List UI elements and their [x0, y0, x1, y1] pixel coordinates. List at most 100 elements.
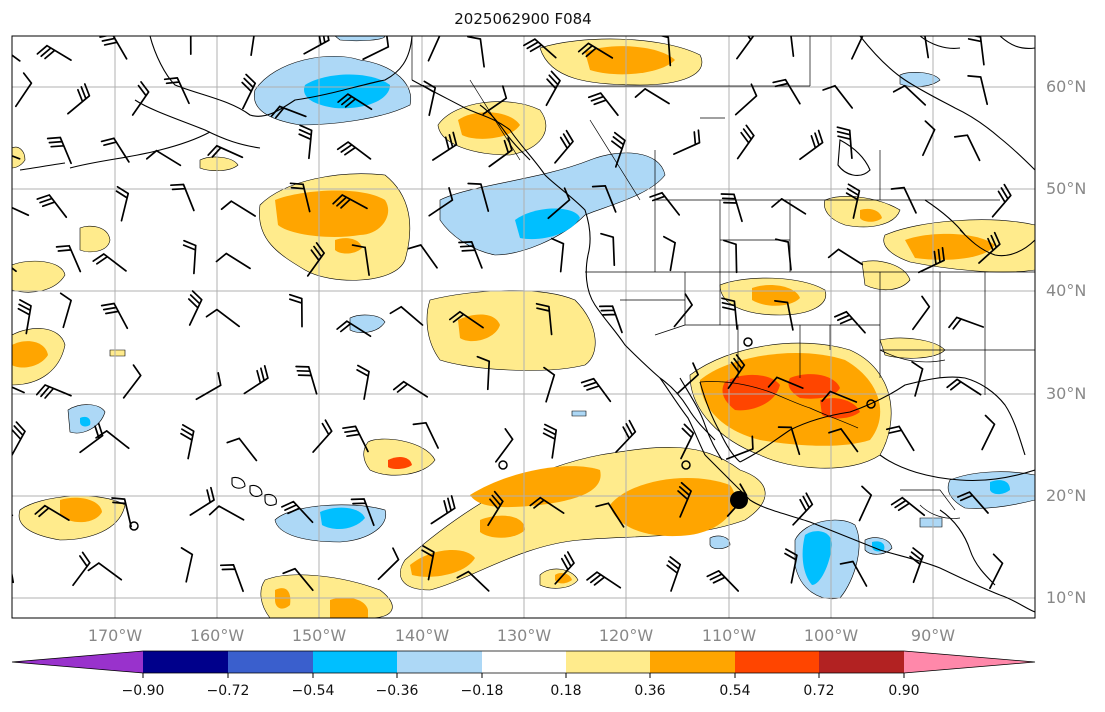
wind-barb: [845, 183, 861, 219]
colorbar-segment: [397, 651, 482, 673]
coastlines: [19, 36, 1035, 613]
wind-barb: [241, 73, 257, 110]
wind-barb: [543, 366, 556, 403]
wind-barb: [226, 437, 258, 462]
wind-barb: [421, 545, 435, 581]
wind-barb: [17, 299, 32, 335]
chart-title: 2025062900 F084: [454, 10, 592, 28]
colorbar-tick-label: 0.36: [634, 683, 666, 699]
wind-barb: [828, 428, 859, 453]
wind-barb: [922, 120, 936, 157]
wind-barb: [115, 185, 130, 222]
wind-barb: [12, 54, 21, 62]
wind-barb: [577, 42, 614, 59]
longitude-label-100w: 100°W: [803, 626, 859, 645]
wind-barb: [611, 131, 626, 168]
wind-barb: [163, 77, 190, 105]
wind-barb: [595, 502, 625, 528]
colorbar-segment: [650, 651, 735, 673]
wind-barb: [673, 129, 701, 155]
wind-barb: [288, 293, 303, 328]
wind-barb: [122, 364, 142, 399]
wind-barb: [827, 248, 864, 266]
wind-barb: [777, 426, 801, 456]
wind-barb: [36, 44, 72, 61]
wind-barb: [892, 84, 927, 106]
wind-barb: [981, 414, 996, 451]
wind-barb: [586, 571, 622, 589]
wind-barb: [774, 238, 792, 271]
colorbar-tick-label: 0.54: [719, 683, 751, 699]
longitude-label-120w: 120°W: [598, 626, 654, 645]
longitude-label-130w: 130°W: [496, 626, 552, 645]
latitude-label-50n: 50°N: [1046, 179, 1087, 198]
latitude-label-30n: 30°N: [1046, 384, 1087, 403]
wind-barb: [545, 70, 561, 107]
wind-barb: [676, 362, 699, 395]
wind-barb: [59, 292, 72, 329]
wind-barb: [948, 316, 985, 330]
colorbar-tick-label: −0.72: [206, 683, 250, 699]
wind-barb: [488, 137, 513, 168]
colorbar-extend-max: [904, 651, 1035, 673]
wind-barb: [467, 36, 485, 68]
wind-barb: [281, 500, 314, 524]
colorbar-tick-label: 0.72: [803, 683, 835, 699]
wind-barb: [180, 424, 195, 460]
wind-barb: [912, 295, 931, 331]
wind-barb: [706, 570, 740, 592]
wind-barb: [303, 36, 330, 55]
wind-barb: [967, 75, 989, 106]
colorbar-segment: [228, 651, 313, 673]
colorbar-segment: [313, 651, 397, 673]
map-frame: [11, 35, 1036, 619]
colorbar-tick-label: −0.36: [375, 683, 419, 699]
wind-barb: [792, 492, 814, 526]
wind-barb: [208, 505, 245, 521]
wind-barb: [337, 93, 373, 111]
wind-barb: [448, 310, 484, 329]
longitude-label-140w: 140°W: [394, 626, 450, 645]
wind-barb: [12, 421, 26, 457]
wind-barb: [890, 186, 917, 214]
wind-barb: [833, 310, 866, 334]
wind-barb: [377, 547, 400, 581]
grid-lines: [12, 36, 1035, 618]
wind-barb: [12, 386, 25, 394]
wind-barb: [92, 253, 127, 272]
wind-barb: [36, 194, 68, 219]
wind-barb: [100, 137, 130, 163]
wind-barb: [734, 83, 758, 116]
wind-barb: [600, 232, 616, 267]
wind-barb: [12, 570, 15, 584]
colorbar-tick-label: 0.90: [888, 683, 920, 699]
wind-barb: [412, 421, 439, 449]
wind-barb: [182, 239, 197, 275]
wind-barb: [189, 36, 192, 55]
colorbar-tick-label: −0.90: [121, 683, 165, 699]
wind-barb: [392, 380, 429, 398]
wind-barb: [170, 183, 195, 212]
wind-barb: [909, 547, 924, 584]
wind-barb: [356, 364, 370, 400]
longitude-label-160w: 160°W: [189, 626, 245, 645]
colorbar-tick-label: 0.18: [550, 683, 582, 699]
wind-barb: [554, 129, 574, 164]
wind-barb: [551, 237, 565, 273]
wind-barb: [467, 182, 490, 212]
wind-barb: [858, 485, 873, 522]
wind-barb: [535, 302, 553, 336]
wind-barb: [35, 384, 72, 399]
wind-barb: [659, 36, 672, 67]
wind-barb: [312, 419, 333, 453]
wind-barb: [432, 131, 458, 161]
wind-barb: [680, 423, 695, 460]
wind-barb: [336, 141, 372, 160]
wind-barb: [458, 241, 483, 269]
colorbar: [11, 650, 1036, 678]
wind-barb: [298, 124, 313, 160]
wind-barb: [989, 553, 1004, 590]
wind-barb: [270, 105, 307, 119]
wind-barb: [72, 551, 91, 587]
wind-barb: [587, 92, 619, 117]
